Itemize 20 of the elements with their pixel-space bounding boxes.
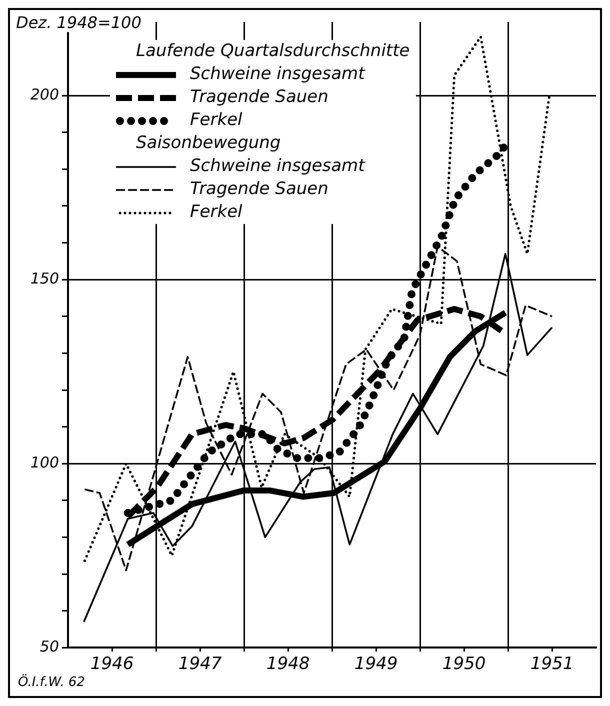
legend-label: Ferkel: [190, 201, 242, 224]
x-tick-label: 1949: [354, 654, 398, 674]
y-tick-label: 100: [30, 453, 59, 472]
x-tick-label: 1947: [178, 654, 222, 674]
legend-title: Laufende Quartalsdurchschnitte: [135, 40, 410, 63]
x-tick-label: 1946: [90, 654, 134, 674]
text: Ö.I.f.W. 62: [18, 675, 85, 690]
legend-label: Schweine insgesamt: [190, 63, 365, 86]
y-tick-label: 150: [30, 269, 59, 288]
x-tick-label: 1950: [442, 654, 486, 674]
x-tick-label: 1948: [266, 654, 310, 674]
legend-label: Schweine insgesamt: [190, 155, 365, 178]
legend-label: Tragende Sauen: [190, 86, 328, 109]
y-tick-label: 50: [40, 637, 59, 656]
annotation: Saisonbewegung: [135, 132, 282, 155]
legend-label: Ferkel: [190, 109, 242, 132]
y-tick-label: 200: [30, 85, 59, 104]
x-tick-label: 1951: [530, 654, 574, 674]
y-axis-title: Dez. 1948=100: [16, 13, 142, 32]
legend-label: Tragende Sauen: [190, 178, 328, 201]
